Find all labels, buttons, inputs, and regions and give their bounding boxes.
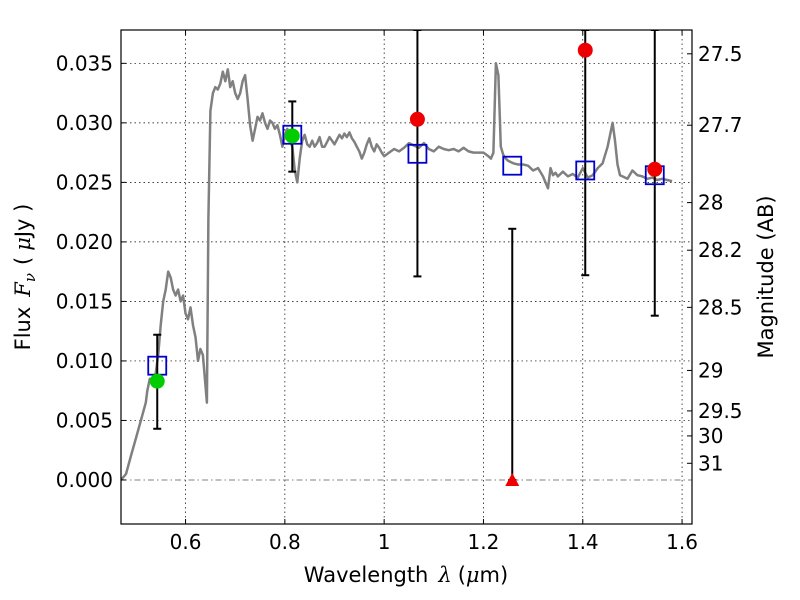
y-tick-label: 0.025 [56, 170, 113, 194]
y-label-prefix: Flux [11, 307, 35, 351]
y-label-symbol: F [11, 281, 35, 298]
y-tick-label: 0.000 [56, 468, 113, 492]
x-label-symbol: λ [437, 563, 451, 587]
x-axis-label: Wavelength λ (μm) [304, 563, 508, 587]
y-axis-label: Flux Fν ( μJy ) [11, 204, 39, 351]
y2-tick-label: 31 [698, 451, 723, 475]
x-label-unit-rest: m) [480, 563, 509, 587]
model-spectrum-group [121, 62, 673, 481]
measurement-point [647, 161, 663, 177]
model-photometry-point [282, 124, 303, 145]
x-tick-label: 0.8 [269, 530, 301, 554]
x-tick-label: 1.4 [567, 530, 599, 554]
detection-point [284, 128, 300, 144]
y2-tick-label: 27.5 [698, 42, 743, 66]
y-tick-label: 0.035 [56, 51, 113, 75]
y2-axis-label: Magnitude (AB) [754, 195, 778, 358]
y-tick-label: 0.030 [56, 111, 113, 135]
axis-ticks: 0.6 0.8 1 1.2 1.4 1.6 0.000 0.005 0.010 0.015 0.02… [56, 30, 743, 554]
y-tick-label: 0.015 [56, 289, 113, 313]
y-label-unit-open: ( [11, 257, 35, 265]
model-photometry-point [575, 160, 596, 181]
y2-tick-label: 28 [698, 191, 723, 215]
y-tick-label: 0.020 [56, 230, 113, 254]
y2-tick-label: 28.2 [698, 238, 743, 262]
y-label-subscript: ν [21, 273, 39, 282]
model-photometry-point [502, 155, 523, 176]
y2-tick-label: 29 [698, 358, 723, 382]
y-tick-label: 0.010 [56, 349, 113, 373]
x-label-unit-symbol: μ [466, 563, 480, 587]
x-tick-label: 1.2 [468, 530, 500, 554]
y2-tick-label: 27.7 [698, 113, 743, 137]
x-tick-label: 0.6 [170, 530, 202, 554]
plot-background [121, 30, 692, 524]
measurement-point [409, 111, 425, 127]
x-label-unit-open: ( [458, 563, 466, 587]
plot-frame [120, 29, 693, 525]
data-point-markers [149, 42, 663, 486]
measurement-point [577, 42, 593, 58]
y-label-unit-symbol: μ [11, 237, 35, 251]
y-tick-label: 0.005 [56, 408, 113, 432]
model-spectrum-line [121, 62, 673, 481]
y2-tick-label: 28.5 [698, 295, 743, 319]
x-tick-label: 1.6 [666, 530, 698, 554]
model-photometry-point [407, 143, 428, 164]
upper-limit-point [505, 472, 520, 486]
y2-tick-label: 30 [698, 424, 723, 448]
x-label-prefix: Wavelength [304, 563, 429, 587]
x-tick-label: 1 [378, 530, 391, 554]
y2-tick-label: 29.5 [698, 399, 743, 423]
y-label-unit-rest: Jy ) [11, 204, 35, 240]
detection-point [149, 373, 165, 389]
